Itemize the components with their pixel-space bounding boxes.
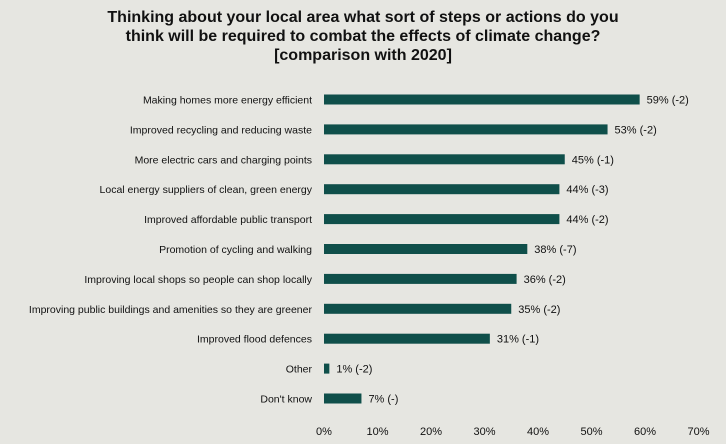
x-tick-label: 40% <box>527 426 549 438</box>
bar <box>324 363 330 374</box>
category-label: Promotion of cycling and walking <box>159 244 312 256</box>
bars-group <box>324 94 640 404</box>
data-label: 35% (-2) <box>518 304 560 316</box>
category-labels: Making homes more energy efficient Improv… <box>29 95 313 406</box>
category-label: Local energy suppliers of clean, green e… <box>100 184 313 196</box>
value-labels: 59% (-2) 53% (-2) 45% (-1) 44% (-3) 44% (-2)… <box>336 95 688 406</box>
data-label: 38% (-7) <box>534 244 576 256</box>
bar <box>324 393 362 404</box>
chart-title-line: [comparison with 2020] <box>274 47 452 64</box>
data-label: 44% (-3) <box>566 184 608 196</box>
bar <box>324 333 490 344</box>
x-tick-label: 30% <box>473 426 495 438</box>
category-label: Making homes more energy efficient <box>143 95 312 107</box>
data-label: 59% (-2) <box>647 95 689 107</box>
bar <box>324 184 560 195</box>
x-tick-label: 10% <box>366 426 388 438</box>
x-tick-label: 0% <box>316 426 332 438</box>
chart-title-line: Thinking about your local area what sort… <box>107 9 618 26</box>
data-label: 45% (-1) <box>572 154 614 166</box>
bar <box>324 303 512 314</box>
x-tick-label: 20% <box>420 426 442 438</box>
data-label: 1% (-2) <box>336 364 372 376</box>
category-label: More electric cars and charging points <box>135 154 312 166</box>
bar <box>324 154 565 165</box>
chart-title: Thinking about your local area what sort… <box>107 9 618 64</box>
data-label: 44% (-2) <box>566 214 608 226</box>
category-label: Improving public buildings and amenities… <box>29 304 313 316</box>
category-label: Improved recycling and reducing waste <box>130 124 312 136</box>
x-tick-label: 70% <box>687 426 709 438</box>
bar <box>324 214 560 225</box>
data-label: 31% (-1) <box>497 334 539 346</box>
category-label: Improved flood defences <box>197 334 312 346</box>
data-label: 36% (-2) <box>524 274 566 286</box>
data-label: 7% (-) <box>368 394 398 406</box>
x-axis-ticks: 0% 10% 20% 30% 40% 50% 60% 70% <box>316 426 710 438</box>
category-label: Don't know <box>260 394 312 406</box>
category-label: Other <box>286 364 313 376</box>
x-tick-label: 60% <box>634 426 656 438</box>
bar <box>324 273 517 284</box>
chart-title-line: think will be required to combat the eff… <box>126 28 601 45</box>
x-tick-label: 50% <box>580 426 602 438</box>
bar <box>324 244 528 254</box>
category-label: Improved affordable public transport <box>144 214 312 226</box>
bar <box>324 124 608 135</box>
data-label: 53% (-2) <box>615 124 657 136</box>
bar <box>324 94 640 105</box>
category-label: Improving local shops so people can shop… <box>84 274 312 286</box>
